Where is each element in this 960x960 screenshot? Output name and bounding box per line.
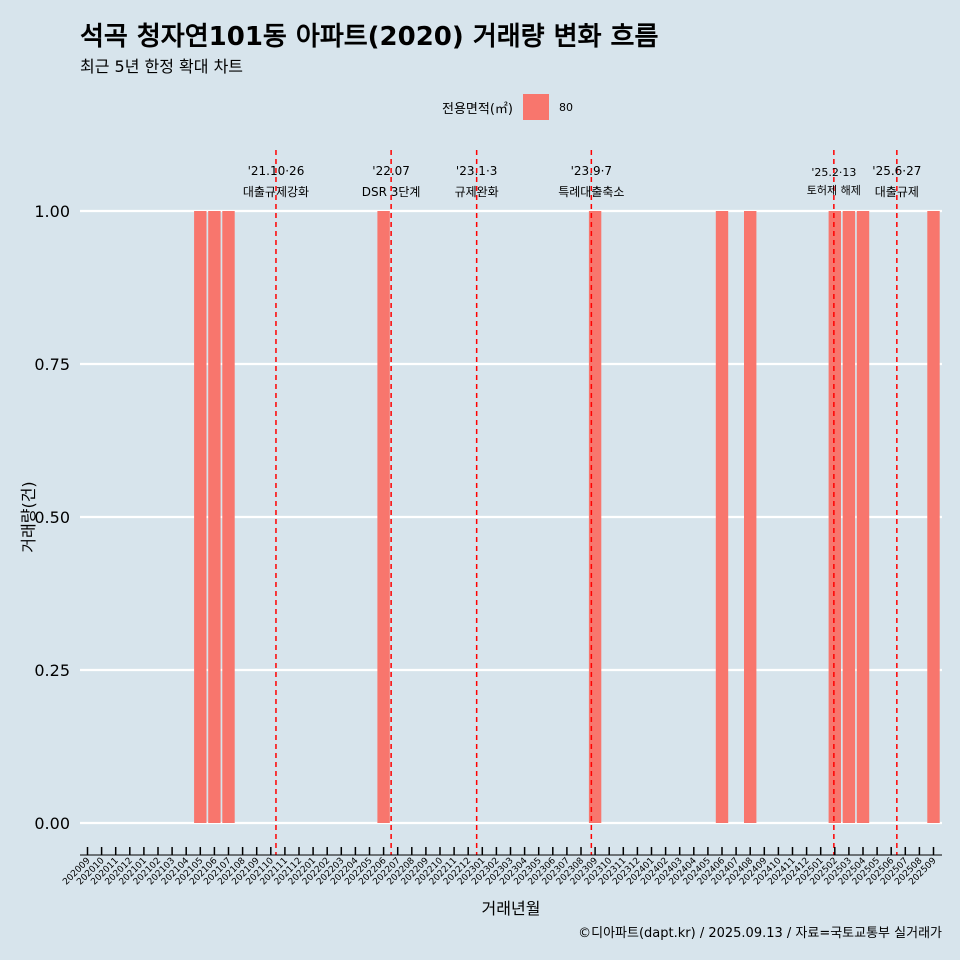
annotation-date: '21.10·26 — [248, 164, 305, 178]
legend-swatch — [522, 94, 549, 120]
y-tick-label: 1.00 — [34, 202, 70, 221]
annotation-label: 규제완화 — [455, 185, 499, 199]
bar — [744, 211, 757, 823]
y-tick-label: 0.00 — [34, 814, 70, 833]
annotation-label: 특례대출축소 — [558, 185, 624, 199]
bar — [222, 211, 235, 823]
legend-label: 80 — [558, 100, 573, 114]
annotation-label: 대출규제 — [875, 185, 919, 199]
bar — [194, 211, 207, 823]
annotation-label: DSR 3단계 — [362, 185, 421, 199]
annotation-date: '22.07 — [372, 164, 410, 178]
annotation-label: 토허제 해제 — [807, 183, 861, 197]
bar — [856, 211, 870, 823]
y-axis-title: 거래량(건) — [19, 481, 38, 552]
y-tick-label: 0.25 — [34, 661, 70, 680]
bar — [377, 211, 390, 823]
y-tick-label: 0.75 — [34, 355, 70, 374]
bar — [927, 211, 940, 823]
bar — [828, 211, 841, 823]
annotation-date: '23.1·3 — [456, 164, 497, 178]
bar — [588, 211, 602, 823]
legend: 전용면적(㎡) 80 — [442, 94, 573, 120]
bar — [208, 211, 221, 823]
annotation-date: '25.6·27 — [872, 164, 921, 178]
chart-caption: ©디아파트(dapt.kr) / 2025.09.13 / 자료=국토교통부 실… — [578, 926, 942, 941]
bar — [715, 211, 729, 823]
y-tick-label: 0.50 — [34, 508, 70, 527]
chart-subtitle: 최근 5년 한정 확대 차트 — [80, 57, 244, 76]
x-axis-title: 거래년월 — [482, 899, 541, 918]
annotation-label: 대출규제강화 — [243, 185, 309, 199]
chart-title: 석곡 청자연101동 아파트(2020) 거래량 변화 흐름 — [80, 22, 659, 52]
legend-title: 전용면적(㎡) — [442, 101, 513, 117]
annotation-date: '23.9·7 — [571, 164, 612, 178]
annotation-date: '25.2·13 — [811, 166, 856, 179]
bar — [842, 211, 856, 823]
